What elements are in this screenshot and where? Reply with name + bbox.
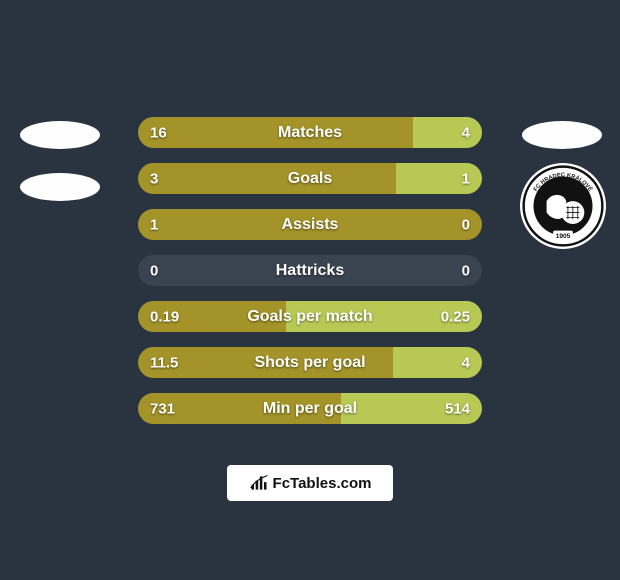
stat-label: Assists: [282, 216, 339, 234]
player-right-badge-1: [522, 121, 602, 149]
stat-row: 0 0 Hattricks: [138, 255, 482, 286]
stat-value-right: 0: [462, 216, 470, 233]
stat-row: 0.19 0.25 Goals per match: [138, 301, 482, 332]
club-crest-icon: FC HRADEC KRÁLOVÉ 1905: [522, 165, 604, 247]
bar-left: [138, 163, 396, 194]
stat-value-right: 0.25: [441, 308, 470, 325]
stat-label: Goals per match: [247, 308, 372, 326]
bar-right: [413, 117, 482, 148]
player-left-badge-1: [20, 121, 100, 149]
stat-label: Matches: [278, 124, 342, 142]
stat-value-right: 4: [462, 354, 470, 371]
stat-value-left: 0.19: [150, 308, 179, 325]
footer-brand[interactable]: FcTables.com: [227, 465, 393, 501]
stat-value-right: 1: [462, 170, 470, 187]
stat-label: Shots per goal: [254, 354, 365, 372]
brand-chart-icon: [249, 473, 269, 493]
stat-value-right: 4: [462, 124, 470, 141]
stat-value-right: 514: [445, 400, 470, 417]
stat-row: 11.5 4 Shots per goal: [138, 347, 482, 378]
footer-brand-text: FcTables.com: [273, 475, 372, 492]
svg-text:1905: 1905: [556, 233, 571, 240]
stat-row: 731 514 Min per goal: [138, 393, 482, 424]
stat-row: 16 4 Matches: [138, 117, 482, 148]
stat-label: Hattricks: [276, 262, 344, 280]
bar-left: [138, 117, 413, 148]
stat-label: Goals: [288, 170, 332, 188]
stat-value-left: 1: [150, 216, 158, 233]
stat-value-left: 3: [150, 170, 158, 187]
stat-value-left: 16: [150, 124, 167, 141]
stat-row: 3 1 Goals: [138, 163, 482, 194]
stat-value-left: 731: [150, 400, 175, 417]
stat-value-right: 0: [462, 262, 470, 279]
stat-label: Min per goal: [263, 400, 357, 418]
player-right-club-badge: FC HRADEC KRÁLOVÉ 1905: [520, 163, 606, 249]
player-left-badge-2: [20, 173, 100, 201]
stat-value-left: 11.5: [150, 354, 178, 371]
comparison-chart: FC HRADEC KRÁLOVÉ 1905 16 4 Matches 3 1 Goals…: [0, 117, 620, 447]
stat-rows: 16 4 Matches 3 1 Goals 1 0 Assists 0 0 Hattricks 0.1…: [138, 117, 482, 424]
stat-value-left: 0: [150, 262, 158, 279]
stat-row: 1 0 Assists: [138, 209, 482, 240]
